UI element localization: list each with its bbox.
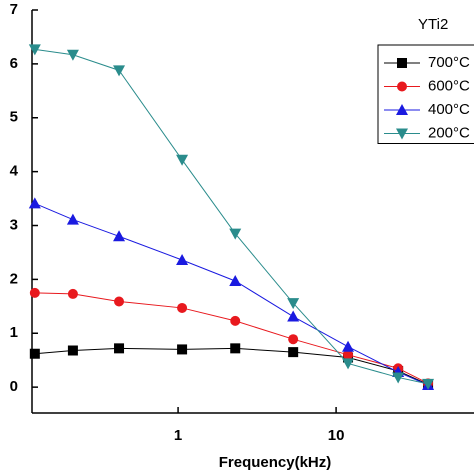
data-point bbox=[230, 343, 241, 354]
data-point bbox=[229, 228, 242, 240]
legend-box bbox=[377, 44, 474, 144]
legend-label: 200°C bbox=[428, 124, 470, 141]
data-point bbox=[288, 347, 299, 358]
legend-label: 400°C bbox=[428, 101, 470, 118]
legend-marker bbox=[396, 128, 408, 140]
legend-marker bbox=[396, 104, 408, 115]
y-tick-label: 2 bbox=[10, 270, 18, 287]
x-tick-label: 1 bbox=[174, 427, 182, 444]
y-tick-label: 4 bbox=[10, 163, 19, 180]
y-tick-label: 1 bbox=[10, 324, 18, 341]
data-point bbox=[67, 288, 78, 299]
data-point bbox=[392, 372, 405, 384]
y-tick-label: 3 bbox=[10, 216, 18, 233]
data-point bbox=[28, 44, 41, 56]
data-point bbox=[229, 275, 242, 287]
data-point bbox=[67, 345, 78, 356]
legend-marker bbox=[397, 58, 407, 68]
legend-label: 700°C bbox=[428, 54, 470, 71]
data-point bbox=[177, 344, 188, 355]
data-point bbox=[29, 287, 40, 298]
legend-marker bbox=[397, 81, 407, 92]
series-line bbox=[34, 48, 429, 385]
y-tick-label: 7 bbox=[10, 1, 18, 18]
y-tick-label: 6 bbox=[10, 55, 18, 72]
data-point bbox=[287, 298, 300, 310]
data-point bbox=[28, 197, 41, 209]
data-point bbox=[343, 349, 354, 360]
data-point bbox=[230, 315, 241, 326]
legend-label: 600°C bbox=[428, 77, 470, 94]
data-point bbox=[176, 253, 189, 265]
data-point bbox=[422, 378, 435, 390]
y-tick-label: 0 bbox=[10, 378, 18, 395]
data-point bbox=[66, 49, 79, 61]
data-point bbox=[287, 310, 300, 322]
data-point bbox=[342, 340, 355, 352]
data-point bbox=[113, 65, 126, 77]
data-point bbox=[114, 296, 125, 307]
data-point bbox=[113, 230, 126, 242]
x-tick-label: 10 bbox=[328, 427, 345, 444]
x-axis-label: Frequency(kHz) bbox=[219, 454, 332, 471]
data-point bbox=[29, 348, 40, 359]
annotation: YTi2 bbox=[418, 16, 448, 33]
data-point bbox=[177, 302, 188, 313]
y-tick-label: 5 bbox=[10, 109, 18, 126]
data-point bbox=[176, 154, 189, 166]
data-point bbox=[342, 358, 355, 370]
series-line bbox=[34, 347, 429, 385]
data-point bbox=[288, 334, 299, 345]
data-point bbox=[66, 213, 79, 225]
data-point bbox=[114, 343, 125, 354]
